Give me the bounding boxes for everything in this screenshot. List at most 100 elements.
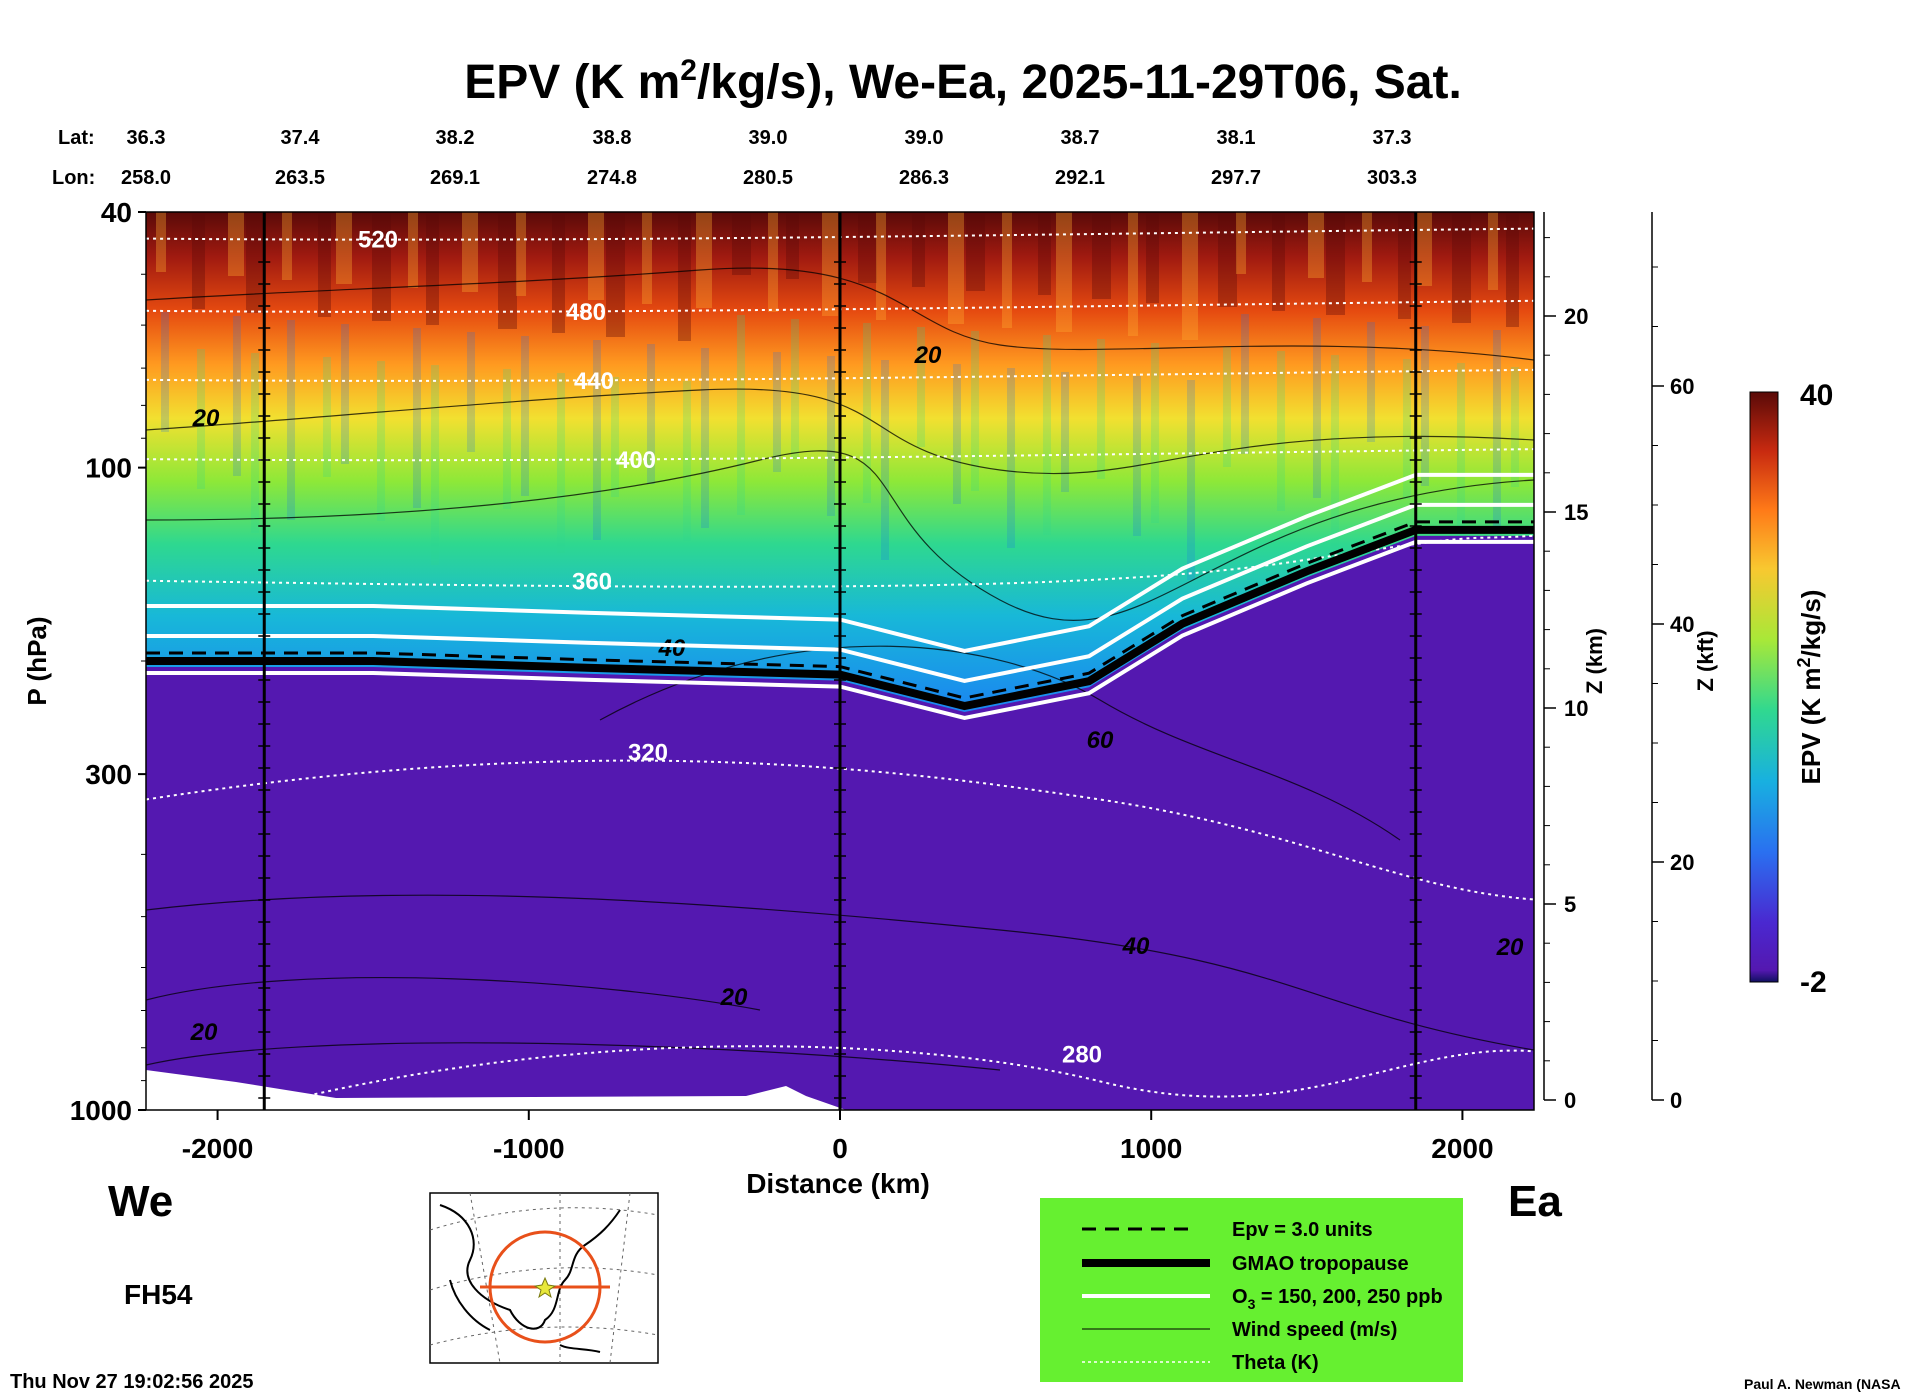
plot-area: 20 20 40 60 40 20 20 20 520 480 440 400 360 320 280 <box>146 212 1534 1110</box>
wind-contour-line <box>146 450 1534 621</box>
epv-streak <box>1272 212 1285 311</box>
distance-axis: -2000 -1000 0 1000 2000 <box>182 1110 1494 1164</box>
epv-streak <box>696 212 712 308</box>
tropopause-line <box>146 525 1534 711</box>
epv-streak <box>768 212 778 312</box>
z-km-tick-label: 0 <box>1564 1088 1576 1113</box>
theta-contour-label: 480 <box>566 299 606 326</box>
epv-streak <box>966 212 985 291</box>
z-kft-tick-label: 0 <box>1670 1088 1682 1113</box>
x-axis-label: Distance (km) <box>746 1168 930 1199</box>
epv-streak <box>1398 212 1411 319</box>
epv-streak <box>1241 314 1249 454</box>
legend-label-theta: Theta (K) <box>1232 1352 1319 1374</box>
epv-streak <box>341 324 349 464</box>
z-kft-axis: 0 20 40 60 <box>1651 212 1694 1113</box>
lon-value: 269.1 <box>430 167 480 189</box>
lon-value: 274.8 <box>587 167 637 189</box>
epv-streak <box>786 212 799 279</box>
lon-value: 303.3 <box>1367 167 1417 189</box>
colorbar-max: 40 <box>1800 379 1833 412</box>
x-tick-label: 1000 <box>1120 1133 1182 1164</box>
epv-3-unit-line <box>146 520 1534 700</box>
epv-streak <box>858 212 877 283</box>
y-tick-label: 40 <box>101 197 132 228</box>
theta-contour-label: 280 <box>1062 1041 1102 1068</box>
y-axis-label: P (hPa) <box>22 616 52 705</box>
epv-streak <box>287 320 295 520</box>
epv-streak <box>953 364 961 504</box>
theta-contour-line <box>246 1045 1534 1110</box>
z-kft-tick-label: 20 <box>1670 850 1694 875</box>
epv-streak <box>701 348 709 528</box>
z-km-tick-label: 5 <box>1564 892 1576 917</box>
west-label: We <box>108 1177 173 1226</box>
epv-streak <box>1128 212 1138 336</box>
y-tick-label: 300 <box>85 759 132 790</box>
theta-contour-label: 400 <box>616 447 656 474</box>
epv-streak <box>1061 372 1069 492</box>
wind-contour-label: 20 <box>192 405 220 432</box>
epv-streaks <box>156 212 1519 580</box>
epv-streak <box>1218 212 1237 307</box>
wind-contour-line <box>146 1042 1001 1071</box>
legend-label-tropopause: GMAO tropopause <box>1232 1253 1409 1275</box>
epv-streak <box>1277 351 1285 511</box>
epv-streak <box>233 316 241 476</box>
epv-streak <box>1362 212 1372 282</box>
x-tick-label: 2000 <box>1431 1133 1493 1164</box>
epv-streak <box>642 212 652 304</box>
epv-streak <box>503 369 511 509</box>
legend-label-epv: Epv = 3.0 units <box>1232 1219 1373 1241</box>
epv-streak <box>318 212 331 317</box>
epv-streak <box>197 349 205 489</box>
theta-contour-label: 360 <box>572 569 612 596</box>
lat-value: 39.0 <box>749 127 788 149</box>
epv-streak <box>1002 212 1012 328</box>
epv-streak <box>1452 212 1471 323</box>
epv-streak <box>1416 212 1432 286</box>
theta-contours: 520 480 440 400 360 320 280 <box>146 227 1534 1110</box>
lat-value: 38.7 <box>1061 127 1100 149</box>
wind-contour-line <box>146 894 1534 1051</box>
epv-streak <box>1007 368 1015 548</box>
legend: Epv = 3.0 units GMAO tropopause O3 = 150… <box>1040 1198 1463 1382</box>
lat-value: 38.1 <box>1217 127 1256 149</box>
lon-value: 286.3 <box>899 167 949 189</box>
inset-map-star-icon <box>533 1276 557 1299</box>
epv-streak <box>431 365 439 565</box>
pressure-axis: 40 100 300 1000 <box>70 197 146 1126</box>
theta-contour-line <box>146 759 1534 901</box>
epv-streak <box>876 212 886 320</box>
x-tick-label: -2000 <box>182 1133 254 1164</box>
epv-streak <box>426 212 439 325</box>
z-km-axis: 0 5 10 15 20 <box>1543 212 1588 1113</box>
lon-label: Lon: <box>52 167 95 189</box>
z-kft-label: Z (kft) <box>1693 630 1718 691</box>
inset-map-coastline <box>439 1204 621 1353</box>
ozone-contours <box>146 472 1534 721</box>
wind-contour-line <box>599 645 1401 841</box>
epv-streak <box>1313 318 1321 498</box>
epv-streak <box>863 323 871 503</box>
theta-contour-line <box>146 299 1534 313</box>
legend-label-ozone: O3 = 150, 200, 250 ppb <box>1232 1286 1443 1312</box>
wind-contour-label: 60 <box>1087 727 1114 754</box>
epv-streak <box>251 353 259 533</box>
theta-contour-line <box>146 368 1534 382</box>
epv-streak <box>1403 359 1411 499</box>
epv-streak <box>588 212 604 300</box>
wind-contour-label: 40 <box>658 635 686 662</box>
x-tick-label: -1000 <box>493 1133 565 1164</box>
epv-streak <box>606 212 625 337</box>
z-km-tick-label: 15 <box>1564 500 1588 525</box>
epv-streak <box>1146 212 1159 303</box>
theta-contour-label: 440 <box>574 368 614 395</box>
epv-streak <box>156 212 166 272</box>
epv-streak <box>552 212 565 333</box>
theta-contour-label: 320 <box>628 740 668 767</box>
epv-streak <box>1097 339 1105 479</box>
epv-streak <box>647 344 655 484</box>
epv-streak <box>408 212 418 288</box>
epv-streak <box>1493 330 1501 530</box>
